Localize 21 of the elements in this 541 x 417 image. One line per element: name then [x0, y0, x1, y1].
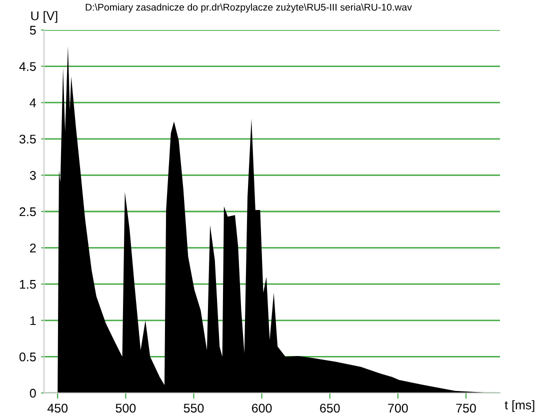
y-tick-label: 4.5 [19, 62, 36, 71]
y-tick-label: 3.5 [19, 134, 36, 144]
y-tick-label: 3 [30, 171, 36, 180]
chart-title: D:\Pomiary zasadnicze do pr.dr\Rozpylacze zużyte\RU5-III seria\RU-10.wav [86, 4, 412, 13]
y-tick-label: 0 [30, 388, 36, 398]
x-tick-label: 750 [456, 404, 476, 413]
x-tick-label: 600 [252, 404, 272, 413]
x-tick-label: 450 [47, 404, 68, 413]
y-tick-label: 5 [30, 26, 36, 35]
y-axis-title: U [V] [31, 11, 58, 23]
y-tick-label: 1 [30, 316, 36, 325]
y-tick-label: 1.5 [20, 280, 36, 289]
y-tick-label: 4 [30, 98, 36, 108]
x-tick-label: 550 [184, 404, 204, 413]
y-tick-label: 2.5 [20, 207, 36, 216]
y-tick-label: 2 [30, 244, 36, 252]
x-axis-title: t [ms] [504, 400, 534, 412]
y-tick-label: 0.5 [19, 352, 36, 362]
x-tick-label: 500 [116, 404, 136, 413]
x-tick-label: 650 [320, 404, 340, 413]
x-tick-label: 700 [388, 404, 408, 413]
